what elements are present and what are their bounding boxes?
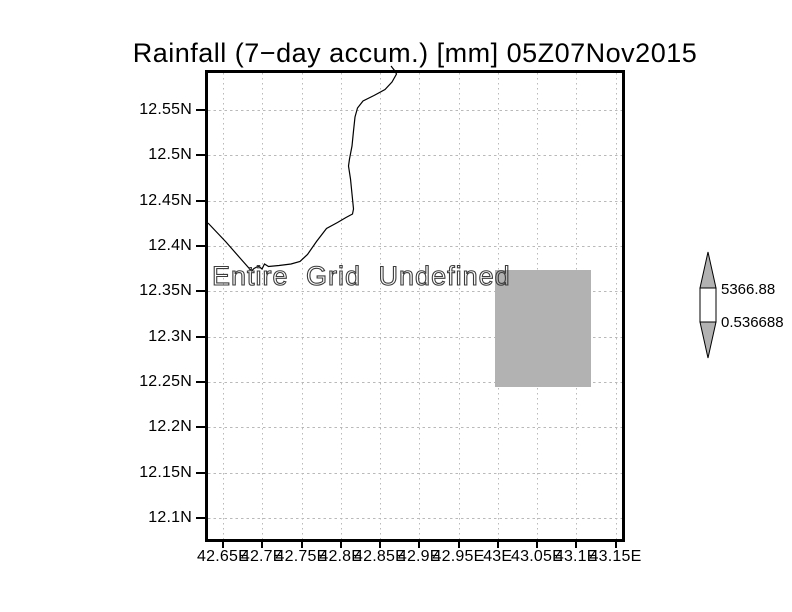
x-tick (575, 542, 578, 548)
y-tick-label: 12.55N (139, 101, 192, 118)
coastline-path (207, 65, 398, 272)
y-tick-label: 12.5N (148, 146, 192, 163)
x-tick-label: 43E (483, 548, 513, 565)
y-grid-line (208, 201, 622, 202)
x-tick (261, 542, 264, 548)
x-tick-label: 42.75E (275, 548, 328, 565)
x-tick-label: 43.05E (511, 548, 563, 565)
y-tick (196, 381, 205, 383)
y-tick-label: 12.35N (139, 282, 192, 299)
x-tick (496, 542, 499, 548)
colorbar-box (699, 287, 717, 323)
x-tick (379, 542, 381, 548)
y-tick (196, 200, 205, 202)
colorbar-down-arrow (699, 321, 717, 359)
x-tick (457, 542, 460, 548)
y-tick-label: 12.15N (139, 464, 192, 481)
y-tick (196, 109, 205, 111)
y-grid-line (208, 246, 622, 247)
y-grid-line (208, 110, 622, 111)
y-tick-label: 12.25N (139, 373, 192, 390)
y-tick (196, 154, 205, 156)
y-grid-line (208, 291, 622, 292)
x-grid-line (223, 73, 224, 539)
chart-title: Rainfall (7−day accum.) [mm] 05Z07Nov201… (132, 38, 698, 68)
x-tick-label: 42.8E (319, 548, 363, 565)
y-tick (196, 336, 205, 338)
x-grid-line (419, 73, 421, 539)
colorbar-up-arrow (699, 251, 717, 289)
undefined-grid-label: Entire Grid Undefined (211, 261, 511, 291)
y-grid-line (208, 382, 622, 383)
colorbar-min-label: 0.536688 (721, 314, 784, 331)
x-grid-line (380, 73, 381, 539)
x-tick-label: 42.85E (354, 548, 406, 565)
y-grid-line (208, 473, 622, 474)
y-tick (196, 245, 205, 247)
x-grid-line (458, 73, 460, 539)
x-tick-label: 42.7E (240, 548, 284, 565)
x-tick (300, 542, 303, 548)
x-tick (222, 542, 224, 548)
y-grid-line (208, 337, 622, 338)
y-tick-label: 12.1N (148, 509, 192, 526)
y-grid-line (208, 518, 622, 519)
y-tick-label: 12.45N (139, 192, 192, 209)
y-tick-label: 12.3N (148, 328, 192, 345)
x-grid-line (262, 73, 264, 539)
x-tick (614, 542, 617, 548)
undefined-region-rect (495, 270, 591, 387)
x-tick-label: 42.95E (432, 548, 485, 565)
y-tick (196, 426, 205, 428)
y-tick-label: 12.2N (148, 418, 192, 435)
x-grid-line (340, 73, 342, 539)
x-tick-label: 42.9E (397, 548, 441, 565)
x-grid-line (301, 73, 303, 539)
x-tick (339, 542, 342, 548)
y-grid-line (208, 427, 622, 428)
x-tick-label: 42.65E (197, 548, 249, 565)
y-grid-line (208, 155, 622, 156)
y-tick (196, 472, 205, 474)
y-tick (196, 290, 205, 292)
colorbar (699, 251, 717, 359)
y-tick-label: 12.4N (148, 237, 192, 254)
x-grid-line (615, 73, 617, 539)
x-tick-label: 43.1E (554, 548, 598, 565)
x-tick-label: 43.15E (589, 548, 642, 565)
colorbar-max-label: 5366.88 (721, 281, 776, 298)
plot-box (205, 70, 625, 542)
x-tick (418, 542, 421, 548)
x-tick (536, 542, 538, 548)
y-tick (196, 517, 205, 519)
